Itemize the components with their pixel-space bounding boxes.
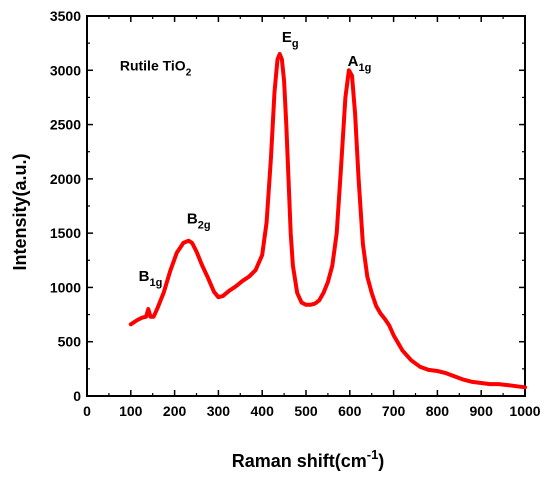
peak-label-subscript: 2g bbox=[198, 219, 211, 231]
peak-label-subscript: 1g bbox=[150, 277, 163, 289]
peak-label-subscript: 2 bbox=[186, 67, 192, 78]
y-tick-label: 2500 bbox=[50, 117, 81, 133]
x-axis-title-main: Raman shift(cm bbox=[232, 451, 367, 471]
x-tick-label: 700 bbox=[382, 403, 406, 419]
peak-label-subscript: 1g bbox=[358, 62, 371, 74]
peak-label: B2g bbox=[187, 210, 211, 231]
x-tick-label: 900 bbox=[470, 403, 494, 419]
peak-label: A1g bbox=[348, 53, 372, 74]
x-axis-title-superscript: -1 bbox=[367, 447, 379, 462]
y-tick-label: 1000 bbox=[50, 279, 81, 295]
peak-label: B1g bbox=[139, 268, 163, 289]
y-axis-title: Intensity(a.u.) bbox=[10, 153, 30, 270]
peak-label-base: E bbox=[282, 29, 292, 46]
x-tick-label: 500 bbox=[294, 403, 318, 419]
y-tick-label: 3000 bbox=[50, 62, 81, 78]
y-tick-label: 3500 bbox=[50, 8, 81, 24]
peak-label-base: A bbox=[348, 53, 359, 70]
y-tick-label: 1500 bbox=[50, 225, 81, 241]
peak-label-base: Rutile TiO bbox=[120, 57, 186, 73]
y-tick-label: 0 bbox=[73, 388, 81, 404]
x-tick-label: 200 bbox=[163, 403, 187, 419]
plot-area bbox=[128, 52, 527, 390]
peak-label-base: B bbox=[187, 210, 198, 227]
y-tick-label: 500 bbox=[58, 334, 82, 350]
y-tick-label: 2000 bbox=[50, 171, 81, 187]
x-tick-label: 100 bbox=[119, 403, 143, 419]
peak-label-subscript: g bbox=[292, 38, 299, 50]
spectrum-line bbox=[128, 52, 527, 390]
x-axis-title-tail: ) bbox=[378, 451, 384, 471]
x-tick-label: 800 bbox=[426, 403, 450, 419]
peak-label: Rutile TiO2 bbox=[120, 57, 192, 78]
axes: 0 100 200 300 400 500 600 700 800 900 1000 0 500 1000… bbox=[50, 8, 541, 419]
x-tick-label: 600 bbox=[338, 403, 362, 419]
x-tick-label: 1000 bbox=[509, 403, 540, 419]
peak-label: Eg bbox=[282, 29, 299, 50]
x-tick-label: 300 bbox=[207, 403, 231, 419]
peak-label-base: B bbox=[139, 268, 150, 285]
x-tick-label: 400 bbox=[251, 403, 275, 419]
x-axis-title: Raman shift(cm-1) bbox=[232, 447, 385, 471]
x-tick-label: 0 bbox=[83, 403, 91, 419]
